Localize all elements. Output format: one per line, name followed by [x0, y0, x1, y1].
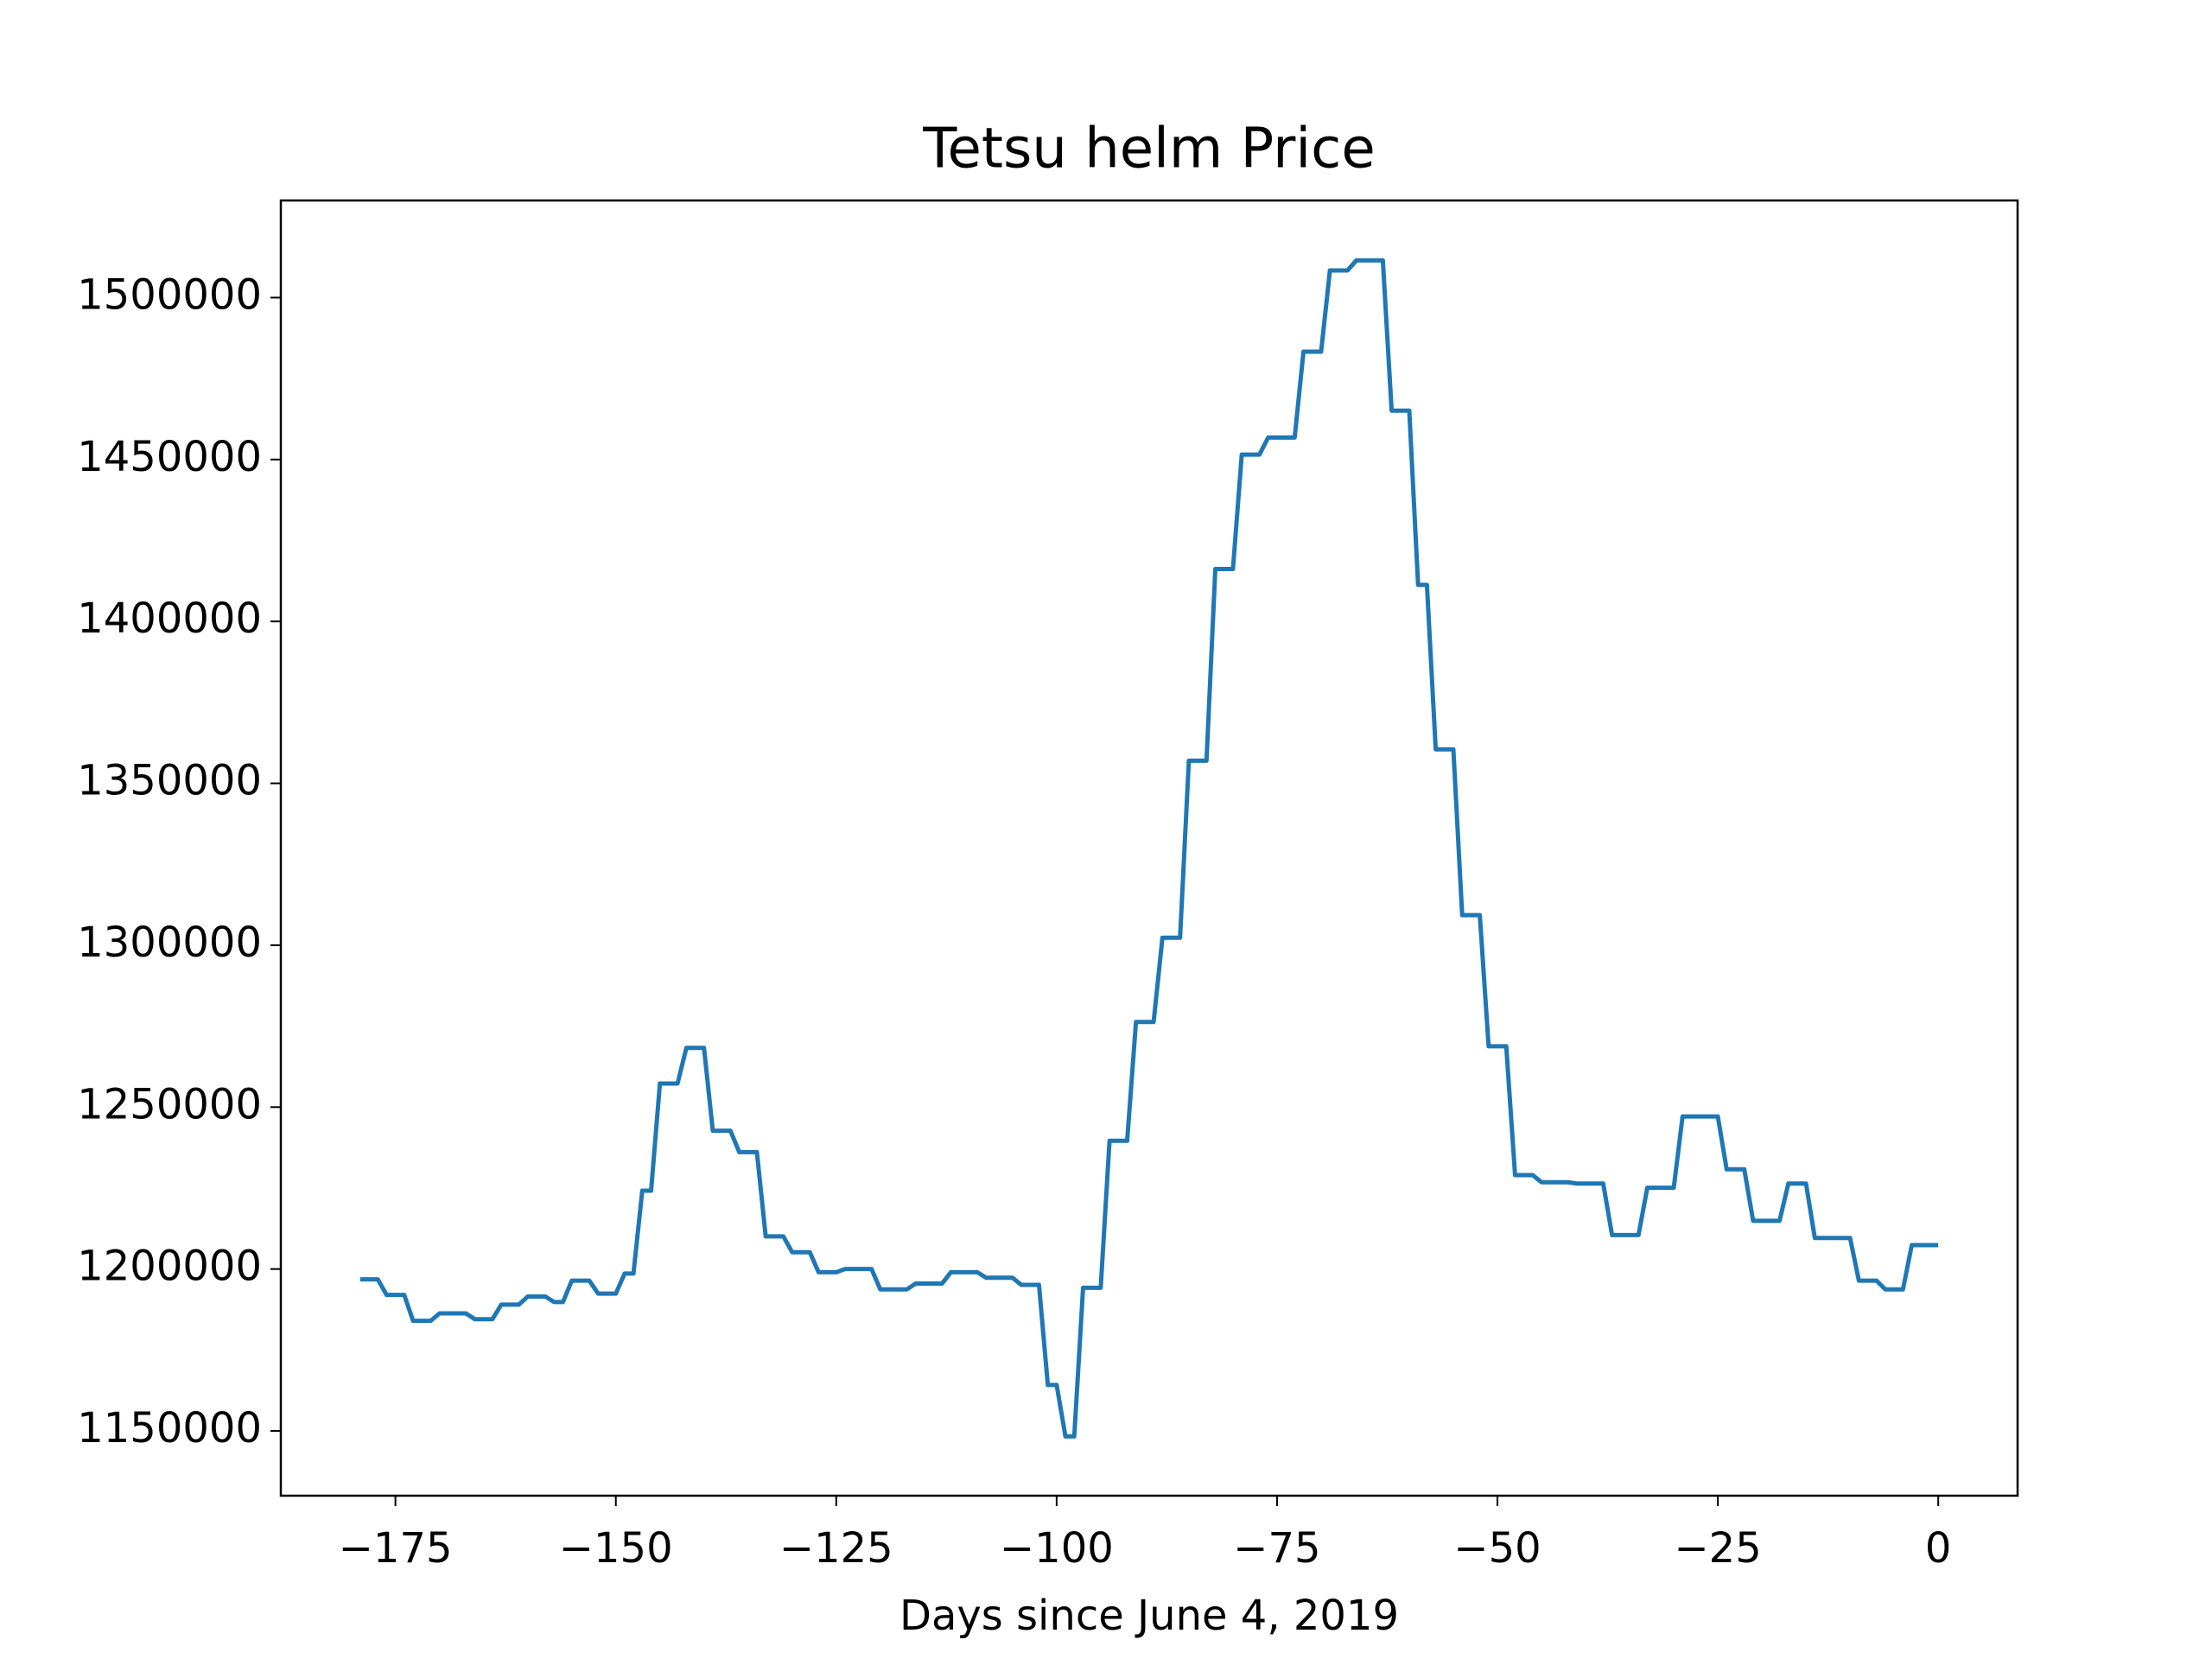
x-tick-label: −50	[1453, 1524, 1541, 1573]
x-tick-label: −125	[779, 1524, 893, 1573]
x-tick-label: −100	[1000, 1524, 1114, 1573]
y-tick-label: 1450000	[77, 433, 262, 481]
x-tick-label: −150	[559, 1524, 673, 1573]
plot-frame	[279, 199, 2019, 1497]
y-tick-label: 1500000	[77, 270, 262, 319]
chart-title: Tetsu helm Price	[922, 118, 1375, 181]
y-tick-label: 1150000	[77, 1404, 262, 1452]
x-tick-label: 0	[1925, 1524, 1952, 1573]
y-tick-label: 1400000	[77, 594, 262, 643]
line-series	[359, 257, 1939, 1439]
x-tick-label: −75	[1233, 1524, 1320, 1573]
x-tick-label: −25	[1674, 1524, 1761, 1573]
y-tick-label: 1250000	[77, 1080, 262, 1128]
y-tick-label: 1200000	[77, 1243, 262, 1291]
y-tick-label: 1300000	[77, 918, 262, 967]
x-tick-label: −175	[339, 1524, 453, 1573]
y-tick-label: 1350000	[77, 757, 262, 805]
x-axis-label: Days since June 4, 2019	[899, 1592, 1399, 1640]
